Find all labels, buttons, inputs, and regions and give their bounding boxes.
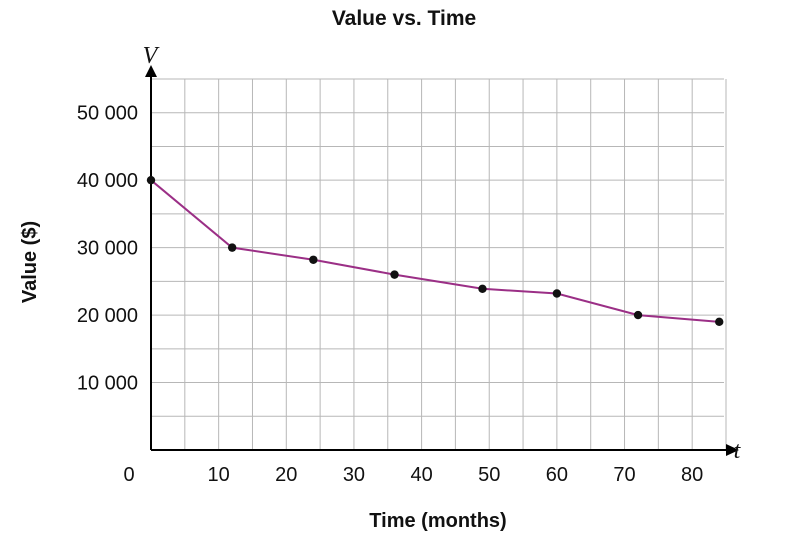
x-tick-label: 30 [343,464,365,486]
y-tick-label: 40 000 [77,170,138,192]
chart-title: Value vs. Time [332,7,476,30]
x-tick-labels: 0 10 20 30 40 50 60 70 80 [123,464,703,486]
x-axis-title: Time (months) [369,510,506,532]
data-point [552,289,562,298]
y-axis-arrow [145,65,157,77]
x-tick-label: 80 [681,464,703,486]
data-point [478,284,487,293]
x-tick-label: 40 [410,464,432,486]
data-points [146,175,724,327]
x-axis-arrow [726,444,739,456]
y-axis-variable: V [143,43,160,69]
y-tick-label: 10 000 [77,373,138,395]
data-point [633,310,643,320]
y-tick-label: 20 000 [77,305,138,327]
x-axis-variable: t [734,438,742,464]
x-tick-label: 20 [275,464,297,486]
x-tick-label: 50 [478,464,500,486]
y-axis-title: Value ($) [19,221,41,303]
axes [145,65,739,456]
x-tick-label: 70 [613,464,635,486]
data-point [309,255,318,264]
x-tick-label: 60 [546,464,568,486]
series-line [150,179,720,323]
data-point [227,243,237,252]
data-point [715,317,724,327]
y-tick-labels: 10 000 20 000 30 000 40 000 50 000 [77,103,138,395]
series [146,175,724,327]
grid [151,78,727,450]
y-tick-label: 30 000 [77,238,138,260]
x-tick-label: 10 [208,464,230,486]
x-tick-label: 0 [123,464,134,486]
y-tick-label: 50 000 [77,103,138,125]
data-point [390,270,399,279]
data-point [146,175,156,185]
